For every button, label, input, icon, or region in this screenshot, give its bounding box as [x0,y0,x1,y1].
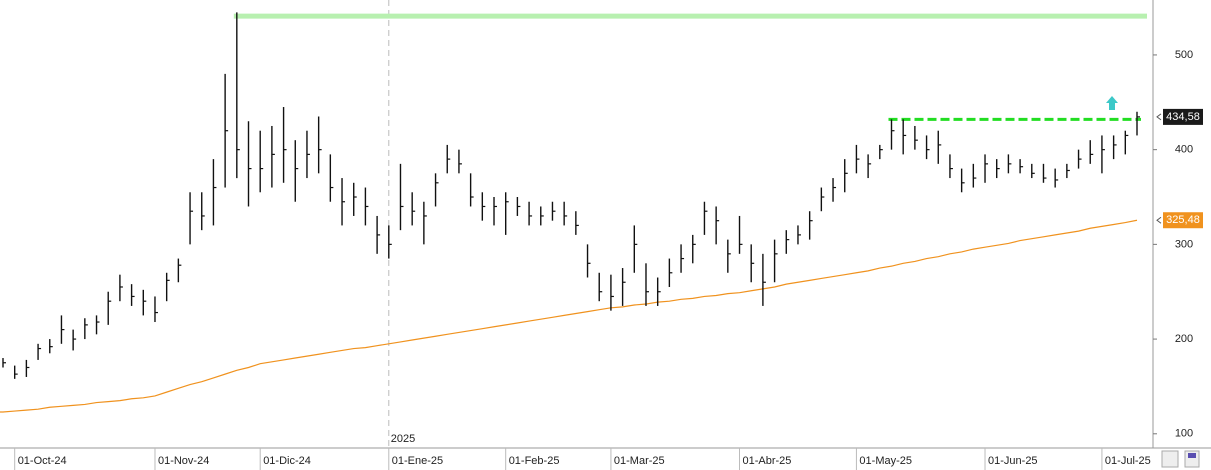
x-tick-label: 01-Ene-25 [392,455,443,467]
toolbar-button[interactable] [1161,450,1179,468]
price-label: 325,48 [1166,214,1200,226]
price-label-box [1163,212,1203,229]
x-tick-label: 01-Jul-25 [1105,455,1151,467]
price-label: 434,58 [1166,111,1200,123]
x-tick-label: 01-Abr-25 [743,455,792,467]
x-tick-label: 01-Feb-25 [509,455,560,467]
y-tick-label: 400 [1175,144,1193,156]
x-tick-label: 01-May-25 [859,455,912,467]
x-tick-label: 01-Oct-24 [18,455,67,467]
price-pointer [1156,216,1162,224]
up-arrow [1106,96,1118,110]
y-tick-label: 100 [1175,428,1193,440]
price-pointer [1156,113,1162,121]
save-icon [1188,453,1196,458]
moving-average [0,219,1138,413]
x-tick-label: 01-Jun-25 [988,455,1038,467]
y-tick-label: 300 [1175,238,1193,250]
y-tick-label: 200 [1175,333,1193,345]
year-label: 2025 [391,433,415,445]
y-tick-label: 500 [1175,49,1193,61]
x-tick-label: 01-Mar-25 [614,455,665,467]
x-tick-label: 01-Dic-24 [263,455,311,467]
x-tick-label: 01-Nov-24 [158,455,209,467]
price-label-box [1163,108,1203,125]
